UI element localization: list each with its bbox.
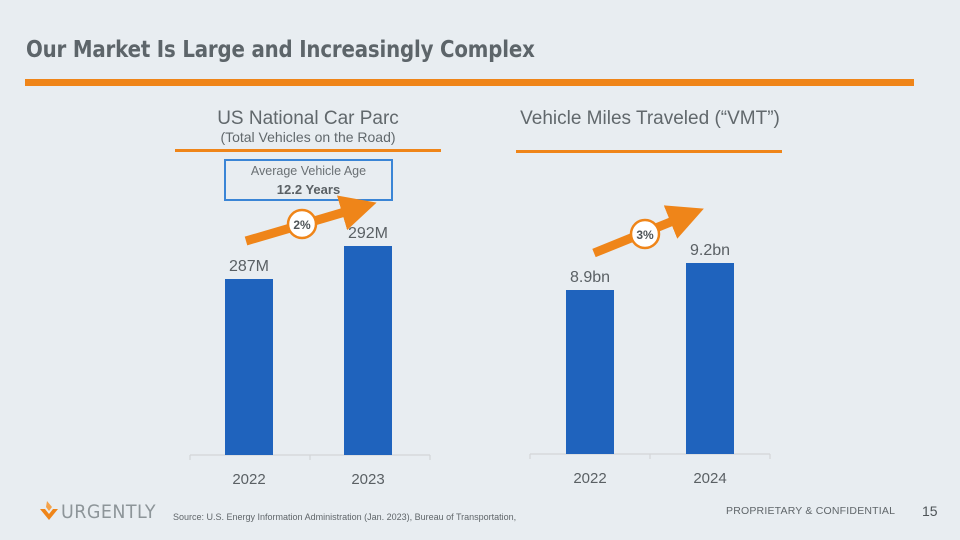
page-title: Our Market Is Large and Increasingly Com…: [26, 37, 535, 63]
car-parc-chart: 2022 2023 287M 292M 2%: [189, 195, 431, 488]
growth-badge-label: 2%: [293, 218, 311, 232]
page-number: 15: [922, 503, 938, 519]
vmt-value-label: 8.9bn: [570, 269, 610, 286]
car-parc-value-label: 287M: [229, 258, 269, 275]
growth-badge: [629, 218, 661, 250]
vmt-bar: [566, 290, 614, 454]
vmt-chart: 2022 2024 8.9bn 9.2bn 3%: [529, 205, 771, 487]
urgently-logo-icon: [40, 501, 58, 520]
vmt-x-tick-label: 2022: [573, 470, 606, 487]
car-parc-value-label: 292M: [348, 225, 388, 242]
growth-badge-label: 3%: [636, 228, 654, 242]
average-age-value: 12.2 Years: [276, 182, 341, 197]
title-divider: [25, 79, 914, 86]
logo-wordmark: URGENTLY: [61, 501, 157, 523]
vmt-bar: [686, 263, 734, 454]
growth-badge: [286, 208, 318, 240]
car-parc-bar: [344, 246, 392, 455]
average-age-label: Average Vehicle Age: [250, 164, 367, 178]
car-parc-bar: [225, 279, 273, 455]
vmt-x-tick-label: 2024: [693, 470, 726, 487]
urgently-logo: URGENTLY: [38, 500, 164, 524]
right-chart-divider: [516, 150, 782, 153]
confidential-label: PROPRIETARY & CONFIDENTIAL: [726, 505, 896, 517]
vmt-value-label: 9.2bn: [690, 242, 730, 259]
left-chart-title: US National Car Parc: [217, 108, 399, 129]
car-parc-x-tick-label: 2023: [351, 471, 384, 488]
source-note: Source: U.S. Energy Information Administ…: [173, 512, 517, 522]
average-age-callout: Average Vehicle Age 12.2 Years: [224, 159, 393, 201]
car-parc-x-tick-label: 2022: [232, 471, 265, 488]
right-chart-title: Vehicle Miles Traveled (“VMT”): [520, 108, 780, 129]
left-chart-subtitle: (Total Vehicles on the Road): [220, 129, 396, 145]
left-chart-divider: [175, 149, 441, 152]
